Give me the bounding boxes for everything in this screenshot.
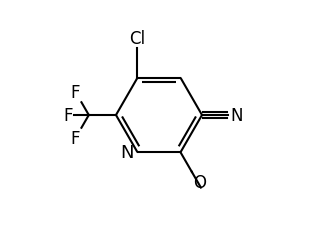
Text: F: F [71,129,80,147]
Text: N: N [121,144,134,161]
Text: N: N [231,106,243,125]
Text: F: F [71,84,80,102]
Text: Cl: Cl [129,30,146,48]
Text: O: O [193,173,206,191]
Text: F: F [64,106,73,125]
